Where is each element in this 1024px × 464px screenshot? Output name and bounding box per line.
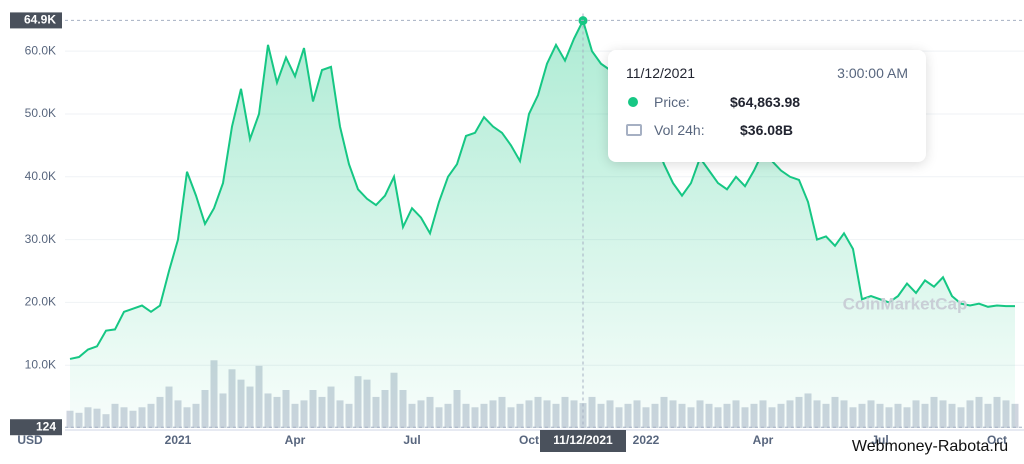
price-area	[70, 20, 1015, 428]
cursor-label-box	[540, 430, 626, 452]
vol-icon	[626, 124, 642, 136]
y-tick-label: 20.0K	[25, 295, 56, 309]
marker-label: 64.9K	[24, 13, 56, 27]
vol-label: Vol 24h:	[654, 122, 705, 138]
site-watermark: Webmoney-Rabota.ru	[852, 438, 1008, 455]
price-value: $64,863.98	[730, 94, 801, 110]
x-tick-label: Apr	[285, 433, 306, 447]
tooltip-time: 3:00:00 AM	[837, 65, 908, 81]
x-tick-label: Oct	[987, 433, 1007, 447]
price-dot	[628, 97, 638, 107]
tooltip-date: 11/12/2021	[626, 65, 696, 81]
cursor-label: 11/12/2021	[553, 433, 613, 447]
price-label: Price:	[654, 94, 690, 110]
marker-box	[10, 12, 62, 29]
y-tick-label: 60.0K	[25, 43, 56, 57]
y-tick-label: 10.0K	[25, 357, 56, 371]
tooltip: 11/12/2021 3:00:00 AM Price: $64,863.98 …	[608, 50, 926, 162]
x-tick-label: Oct	[519, 433, 539, 447]
watermark: CoinMarketCap	[843, 294, 968, 313]
marker-label: 124	[36, 419, 56, 433]
y-tick-label: 50.0K	[25, 106, 56, 120]
marker-box	[10, 419, 62, 436]
y-tick-label: 40.0K	[25, 169, 56, 183]
price-line	[69, 17, 1015, 360]
x-axis-label: USD	[17, 433, 43, 447]
x-tick-label: 2022	[633, 433, 660, 447]
vol-value: $36.08B	[740, 122, 793, 138]
x-tick-label: Jul	[871, 433, 888, 447]
x-tick-label: Apr	[753, 433, 774, 447]
y-tick-label: 30.0K	[25, 232, 56, 246]
x-tick-label: Jul	[403, 433, 420, 447]
x-tick-label: 2021	[165, 433, 192, 447]
